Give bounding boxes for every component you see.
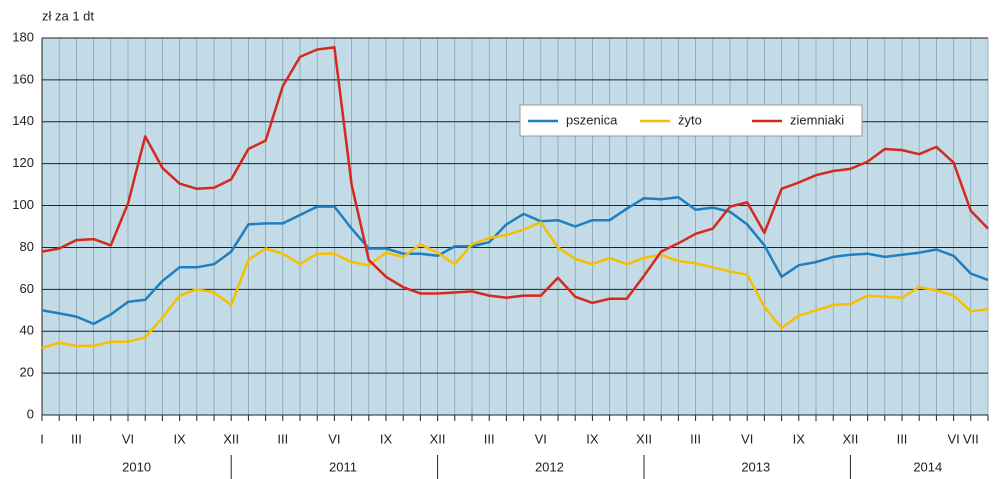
y-tick-label: 0 — [27, 406, 34, 421]
x-tick-label: III — [897, 431, 908, 446]
x-tick-label: IX — [173, 431, 186, 446]
series-line — [41, 221, 989, 350]
x-tick-label: VI — [535, 431, 547, 446]
y-tick-label: 80 — [20, 239, 34, 254]
y-tick-label: 160 — [12, 71, 34, 86]
y-tick-label: 60 — [20, 281, 34, 296]
series-line — [41, 195, 989, 326]
year-label: 2011 — [329, 459, 357, 474]
x-tick-label: I — [40, 431, 44, 446]
x-tick-label: III — [484, 431, 495, 446]
year-label: 2013 — [741, 459, 770, 474]
y-tick-label: 100 — [12, 197, 34, 212]
x-tick-label: XII — [223, 431, 239, 446]
y-tick-label: 180 — [12, 29, 34, 44]
year-label: 2010 — [122, 459, 151, 474]
legend-label: żyto — [678, 112, 702, 127]
legend-label: ziemniaki — [790, 112, 844, 127]
y-tick-label: 140 — [12, 113, 34, 128]
legend-box — [519, 104, 863, 137]
x-tick-label: IX — [380, 431, 393, 446]
x-tick-label: VI — [122, 431, 134, 446]
x-tick-label: III — [690, 431, 701, 446]
year-label: 2012 — [535, 459, 564, 474]
y-tick-label: 120 — [12, 155, 34, 170]
year-label: 2014 — [913, 459, 942, 474]
x-tick-label: XII — [842, 431, 858, 446]
legend-label: pszenica — [566, 112, 618, 127]
x-tick-label: XII — [430, 431, 446, 446]
x-tick-label: VI — [741, 431, 753, 446]
x-tick-label: VII — [963, 431, 979, 446]
y-tick-label: 40 — [20, 323, 34, 338]
x-tick-label: IX — [586, 431, 599, 446]
series-line — [41, 46, 989, 305]
x-tick-label: XII — [636, 431, 652, 446]
legend: pszenica żyto ziemniaki — [519, 104, 863, 137]
x-tick-label: III — [277, 431, 288, 446]
y-tick-label: 20 — [20, 365, 34, 380]
plot-background — [42, 38, 988, 415]
x-tick-label: VI — [947, 431, 959, 446]
x-tick-label: III — [71, 431, 82, 446]
y-axis-label: zł za 1 dt — [42, 8, 94, 23]
x-tick-label: VI — [328, 431, 340, 446]
x-tick-label: IX — [793, 431, 806, 446]
